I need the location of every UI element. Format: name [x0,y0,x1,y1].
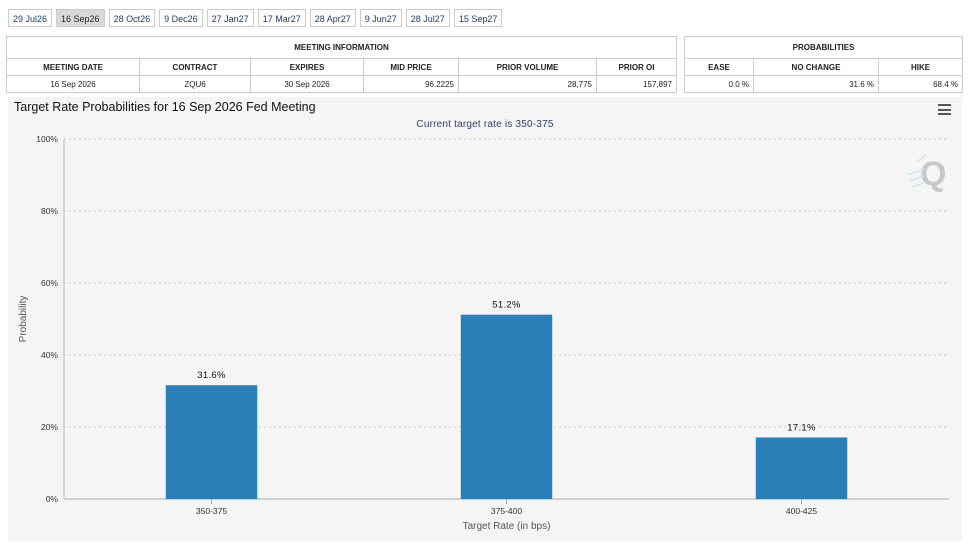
mid-price-value: 96.2225 [363,75,459,93]
probabilities-title: PROBABILITIES [684,36,963,59]
chart-panel: Target Rate Probabilities for 16 Sep 202… [8,97,962,542]
tab-15-sep27[interactable]: 15 Sep27 [453,9,503,27]
bar-400-425 [755,437,848,499]
tab-9-jun27[interactable]: 9 Jun27 [359,9,402,27]
x-axis-label: Target Rate (in bps) [463,521,551,532]
meeting-date-value: 16 Sep 2026 [6,75,140,93]
x-tick-label: 350-375 [196,506,227,516]
bar-375-400 [460,314,553,499]
tab-28-apr27[interactable]: 28 Apr27 [309,9,356,27]
ease-value: 0.0 % [684,75,754,93]
header-expires: EXPIRES [250,58,364,76]
header-prior-volume: PRIOR VOLUME [458,58,597,76]
probabilities-table: PROBABILITIES EASE NO CHANGE HIKE 0.0 % … [684,36,963,93]
hamburger-menu-icon[interactable] [938,104,951,115]
x-tick-label: 400-425 [786,506,817,516]
expires-value: 30 Sep 2026 [250,75,364,93]
header-hike: HIKE [878,58,963,76]
data-label: 51.2% [492,300,521,311]
hike-value: 68.4 % [878,75,963,93]
svg-text:Q: Q [920,155,946,193]
header-no-change: NO CHANGE [753,58,879,76]
tab-28-oct26[interactable]: 28 Oct26 [108,9,156,27]
contract-value: ZQU6 [139,75,251,93]
bar-chart: 0% 20% 40% 60% 80% 100% 31.6% 350-375 51.2% 375-4… [18,134,949,532]
tab-16-sep26[interactable]: 16 Sep26 [56,9,105,27]
meeting-date-tabs: 29 Jul26 16 Sep26 28 Oct26 9 Dec26 27 Jan27 1… [8,9,503,27]
tab-27-jan27[interactable]: 27 Jan27 [206,9,254,27]
tab-9-dec26[interactable]: 9 Dec26 [159,9,203,27]
data-label: 31.6% [197,370,226,381]
y-tick-label: 0% [46,494,59,504]
q-logo-icon: Q [908,154,946,193]
y-axis-label: Probability [18,296,29,343]
y-tick-label: 60% [41,278,58,288]
header-ease: EASE [684,58,754,76]
data-label: 17.1% [787,422,816,433]
header-mid-price: MID PRICE [363,58,459,76]
y-tick-label: 100% [36,134,58,144]
y-tick-label: 20% [41,422,58,432]
header-prior-oi: PRIOR OI [596,58,677,76]
tab-29-jul26[interactable]: 29 Jul26 [8,9,53,27]
header-meeting-date: MEETING DATE [6,58,140,76]
bar-350-375 [165,385,258,499]
no-change-value: 31.6 % [753,75,879,93]
x-tick-label: 375-400 [491,506,522,516]
header-contract: CONTRACT [139,58,251,76]
chart-subtitle: Current target rate is 350-375 [416,119,554,130]
y-tick-label: 80% [41,206,58,216]
meeting-information-table: MEETING INFORMATION MEETING DATE CONTRAC… [6,36,677,93]
prior-volume-value: 28,775 [458,75,597,93]
meeting-information-title: MEETING INFORMATION [6,36,677,59]
chart-title: Target Rate Probabilities for 16 Sep 202… [14,100,316,114]
tab-17-mar27[interactable]: 17 Mar27 [257,9,306,27]
y-tick-label: 40% [41,350,58,360]
tab-28-jul27[interactable]: 28 Jul27 [405,9,450,27]
prior-oi-value: 157,897 [596,75,677,93]
